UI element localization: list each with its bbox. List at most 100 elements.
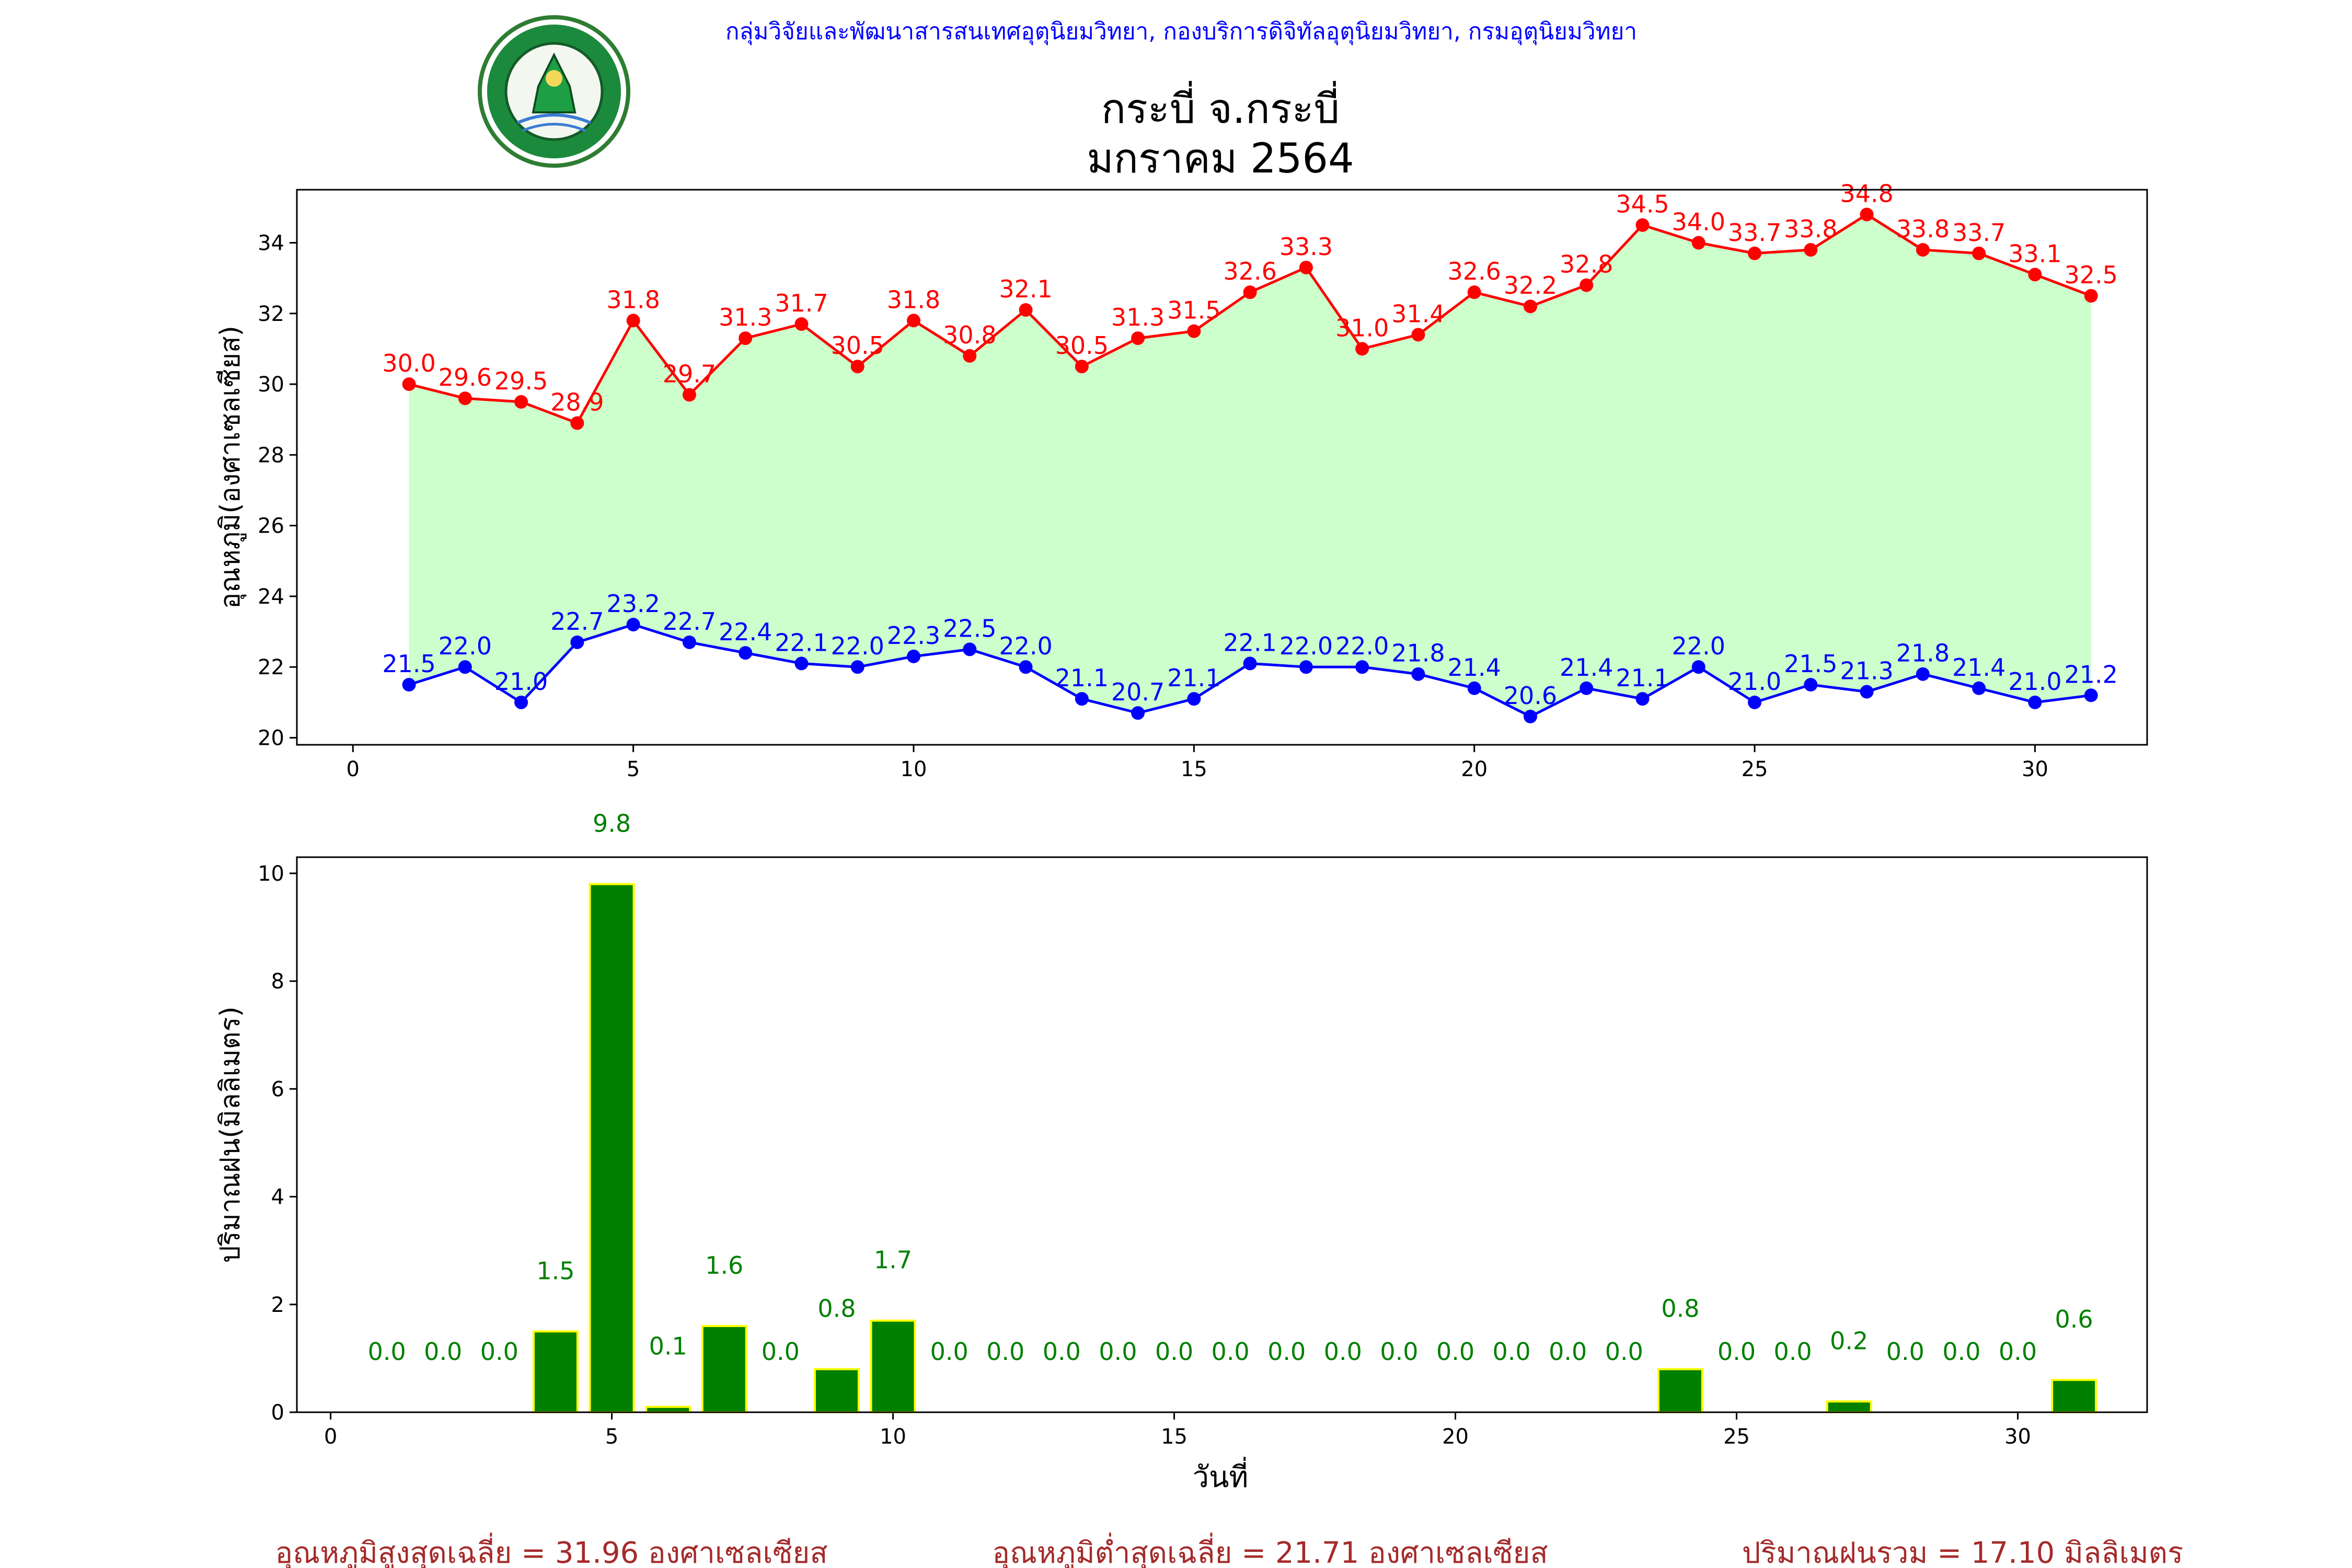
temp-x-tick-label: 5 [627, 757, 640, 781]
max-temp-point [1075, 360, 1089, 374]
rain-data-label: 0.0 [1267, 1338, 1306, 1366]
max-temp-data-label: 31.0 [1335, 314, 1389, 342]
max-temp-data-label: 33.3 [1279, 233, 1333, 261]
rain-data-label: 0.0 [1774, 1338, 1812, 1366]
rain-y-tick-label: 6 [271, 1077, 284, 1101]
rain-data-label: 0.0 [1155, 1338, 1193, 1366]
rain-data-label: 0.0 [1380, 1338, 1418, 1366]
min-temp-point [1860, 685, 1874, 699]
min-temp-data-label: 21.4 [1448, 653, 1501, 682]
max-temp-point [1691, 236, 1705, 250]
min-temp-point [1691, 660, 1705, 674]
max-temp-data-label: 33.8 [1784, 215, 1837, 243]
agency-line: กลุ่มวิจัยและพัฒนาสารสนเทศอุตุนิยมวิทยา,… [725, 18, 1637, 45]
temp-y-tick-label: 24 [258, 585, 284, 609]
rain-data-label: 0.2 [1830, 1327, 1868, 1355]
max-temp-data-label: 30.5 [831, 331, 884, 360]
rain-data-label: 0.0 [930, 1338, 969, 1366]
max-temp-data-label: 28.9 [550, 388, 604, 416]
min-temp-data-label: 21.0 [494, 667, 548, 696]
summary-avg-min: อุณหภูมิต่ำสุดเฉลี่ย = 21.71 องศาเซลเซีย… [992, 1532, 1548, 1568]
rain-bar [589, 883, 635, 1413]
rain-data-label: 1.7 [874, 1246, 912, 1274]
temp-y-tick-label: 20 [258, 726, 284, 750]
rain-y-tick-label: 4 [271, 1185, 284, 1209]
rain-y-tick-label: 8 [271, 970, 284, 994]
rain-data-label: 9.8 [593, 810, 631, 838]
min-temp-data-label: 21.4 [1952, 653, 2005, 682]
max-temp-point [626, 314, 640, 328]
max-temp-data-label: 29.6 [439, 363, 492, 391]
rain-data-label: 0.0 [1099, 1338, 1137, 1366]
min-temp-data-label: 21.0 [2008, 667, 2061, 696]
rain-data-label: 0.0 [1942, 1338, 1980, 1366]
min-temp-point [1355, 660, 1369, 674]
max-temp-point [1916, 243, 1930, 257]
min-temp-point [2084, 688, 2098, 702]
rain-bar [2051, 1379, 2097, 1414]
min-temp-data-label: 22.4 [719, 618, 772, 646]
max-temp-point [1019, 303, 1033, 317]
min-temp-data-label: 21.4 [1560, 653, 1613, 682]
rain-data-label: 0.0 [368, 1338, 406, 1366]
max-temp-data-label: 34.5 [1616, 190, 1669, 218]
temp-y-tick-label: 32 [258, 302, 284, 326]
rain-bar [701, 1325, 747, 1413]
max-temp-point [1748, 246, 1762, 260]
max-temp-point [514, 395, 528, 409]
rain-x-tick-label: 30 [2004, 1425, 2031, 1449]
max-temp-data-label: 32.6 [1448, 257, 1501, 285]
max-temp-point [1411, 328, 1425, 342]
max-temp-point [1355, 342, 1369, 356]
rain-x-tick-label: 15 [1161, 1425, 1187, 1449]
min-temp-data-label: 21.1 [1055, 664, 1109, 692]
temp-x-tick-label: 0 [347, 757, 360, 781]
min-temp-point [907, 649, 920, 663]
temp-y-tick-label: 22 [258, 655, 284, 679]
rain-x-tick-label: 25 [1723, 1425, 1750, 1449]
max-temp-point [850, 360, 864, 374]
min-temp-data-label: 22.0 [999, 632, 1052, 660]
min-temp-data-label: 22.0 [1335, 632, 1389, 660]
min-temp-point [794, 656, 809, 671]
min-temp-point [963, 642, 977, 656]
min-temp-data-label: 21.1 [1167, 664, 1220, 692]
max-temp-data-label: 30.0 [382, 349, 435, 377]
rain-data-label: 1.5 [536, 1256, 574, 1285]
rain-data-label: 0.0 [1212, 1338, 1250, 1366]
max-temp-data-label: 29.7 [663, 360, 716, 388]
min-temp-data-label: 21.5 [382, 650, 435, 678]
temp-x-tick-label: 20 [1461, 757, 1488, 781]
rain-y-tick-label: 0 [271, 1401, 284, 1425]
min-temp-point [514, 695, 528, 709]
rain-bar [813, 1368, 860, 1414]
min-temp-point [1187, 692, 1201, 706]
min-temp-point [682, 635, 696, 649]
min-temp-point [1019, 660, 1033, 674]
min-temp-data-label: 21.0 [1728, 667, 1781, 696]
min-temp-point [1972, 681, 1986, 695]
min-temp-point [1243, 656, 1257, 671]
max-temp-data-label: 31.5 [1167, 296, 1220, 325]
temp-y-tick-label: 34 [258, 231, 284, 255]
max-temp-point [1972, 246, 1986, 260]
rain-y-axis-label: ปริมาณฝน(มิลลิเมตร) [215, 1006, 246, 1263]
min-temp-data-label: 20.6 [1504, 682, 1557, 710]
rain-data-label: 0.0 [1324, 1338, 1362, 1366]
temp-x-tick-label: 15 [1181, 757, 1207, 781]
max-temp-point [1187, 324, 1201, 338]
min-temp-point [1467, 681, 1481, 695]
max-temp-data-label: 33.8 [1896, 215, 1950, 243]
rain-data-label: 0.0 [1549, 1338, 1587, 1366]
max-temp-data-label: 31.3 [719, 303, 772, 331]
summary-total-rain: ปริมาณฝนรวม = 17.10 มิลลิเมตร [1742, 1536, 2183, 1568]
rain-x-tick-label: 10 [880, 1425, 906, 1449]
min-temp-point [1916, 667, 1930, 681]
summary-avg-max: อุณหภูมิสูงสุดเฉลี่ย = 31.96 องศาเซลเซีย… [275, 1532, 827, 1568]
max-temp-point [1467, 285, 1481, 299]
min-temp-data-label: 22.5 [943, 614, 996, 642]
temp-y-tick-label: 26 [258, 514, 284, 538]
max-temp-point [458, 391, 472, 406]
chart-title-month: มกราคม 2564 [1087, 135, 1354, 182]
